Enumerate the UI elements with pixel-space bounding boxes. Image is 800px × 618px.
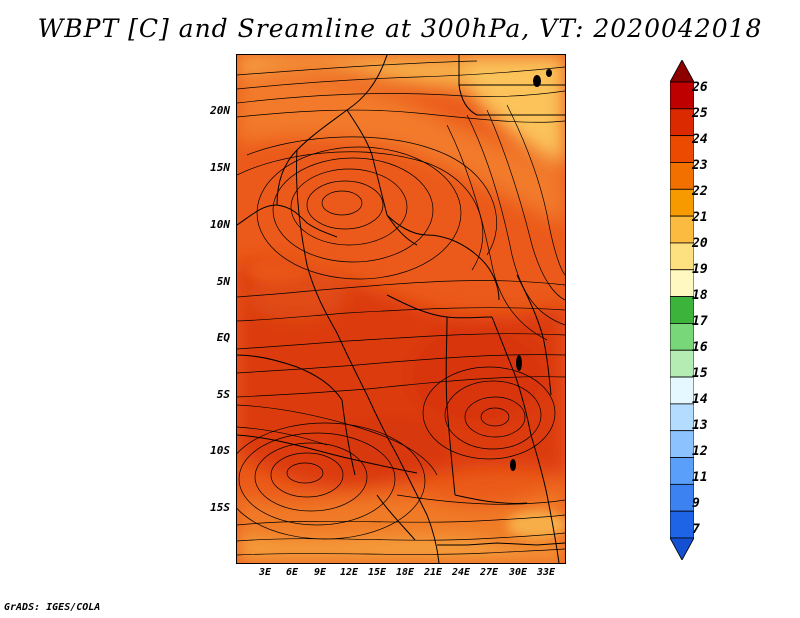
colorbar-segment — [670, 483, 694, 512]
colorbar-segment — [670, 349, 694, 378]
lon-label-3e: 3E — [258, 567, 272, 578]
colorbar-segment — [670, 403, 694, 432]
colorbar-segment — [670, 188, 694, 217]
colorbar-bottom-arrow — [670, 537, 694, 560]
colorbar-label-24: 24 — [692, 132, 708, 147]
colorbar-segment — [670, 376, 694, 405]
colorbar-segment — [670, 323, 694, 351]
lon-label-9e: 9E — [313, 567, 327, 578]
colorbar-label-12: 12 — [692, 444, 708, 459]
colorbar-top-arrow — [670, 60, 694, 83]
colorbar — [670, 60, 694, 560]
colorbar-segment — [670, 242, 694, 271]
lat-label-15s: 15S — [210, 501, 230, 514]
lat-label-10s: 10S — [210, 444, 230, 457]
colorbar-segment — [670, 430, 694, 458]
colorbar-segment — [670, 135, 694, 163]
lat-label-20n: 20N — [210, 104, 230, 117]
colorbar-segment — [670, 108, 694, 137]
colorbar-label-16: 16 — [692, 340, 708, 355]
colorbar-segment — [670, 296, 694, 324]
chart-title: WBPT [C] and Sreamline at 300hPa, VT: 20… — [37, 14, 763, 43]
colorbar-label-13: 13 — [692, 418, 708, 433]
colorbar-label-25: 25 — [692, 106, 708, 121]
lon-label-6e: 6E — [285, 567, 299, 578]
colorbar-label-20: 20 — [692, 236, 708, 251]
map-panel — [236, 54, 566, 564]
lat-label-eq: EQ — [216, 331, 230, 344]
lat-label-5s: 5S — [216, 388, 230, 401]
colorbar-label-18: 18 — [692, 288, 708, 303]
country-borders — [237, 55, 565, 563]
lon-label-30e: 30E — [508, 567, 528, 578]
lat-label-15n: 15N — [210, 161, 230, 174]
streamlines — [237, 60, 565, 556]
colorbar-segment — [670, 162, 694, 190]
colorbar-segment — [670, 457, 694, 485]
colorbar-segment — [670, 215, 694, 244]
wbpt-shading — [237, 55, 565, 563]
colorbar-label-19: 19 — [692, 262, 708, 277]
colorbar-label-7: 7 — [692, 522, 700, 537]
colorbar-label-17: 17 — [692, 314, 708, 329]
colorbar-label-21: 21 — [692, 210, 708, 225]
lon-label-15e: 15E — [367, 567, 387, 578]
lakes — [510, 69, 552, 471]
colorbar-segment — [670, 510, 694, 539]
lon-label-21e: 21E — [423, 567, 443, 578]
colorbar-segment — [670, 81, 694, 110]
footer-credit: GrADS: IGES/COLA — [4, 602, 101, 613]
colorbar-label-22: 22 — [692, 184, 708, 199]
colorbar-label-23: 23 — [692, 158, 708, 173]
colorbar-label-9: 9 — [692, 496, 700, 511]
colorbar-label-26: 26 — [692, 80, 708, 95]
lon-label-12e: 12E — [339, 567, 359, 578]
lon-label-27e: 27E — [479, 567, 499, 578]
colorbar-label-11: 11 — [692, 470, 708, 485]
colorbar-segment — [670, 269, 694, 297]
colorbar-label-15: 15 — [692, 366, 708, 381]
lon-label-33e: 33E — [536, 567, 556, 578]
lat-label-5n: 5N — [216, 275, 230, 288]
map-svg — [237, 55, 565, 563]
colorbar-label-14: 14 — [692, 392, 708, 407]
lon-label-18e: 18E — [395, 567, 415, 578]
lon-label-24e: 24E — [451, 567, 471, 578]
lat-label-10n: 10N — [210, 218, 230, 231]
